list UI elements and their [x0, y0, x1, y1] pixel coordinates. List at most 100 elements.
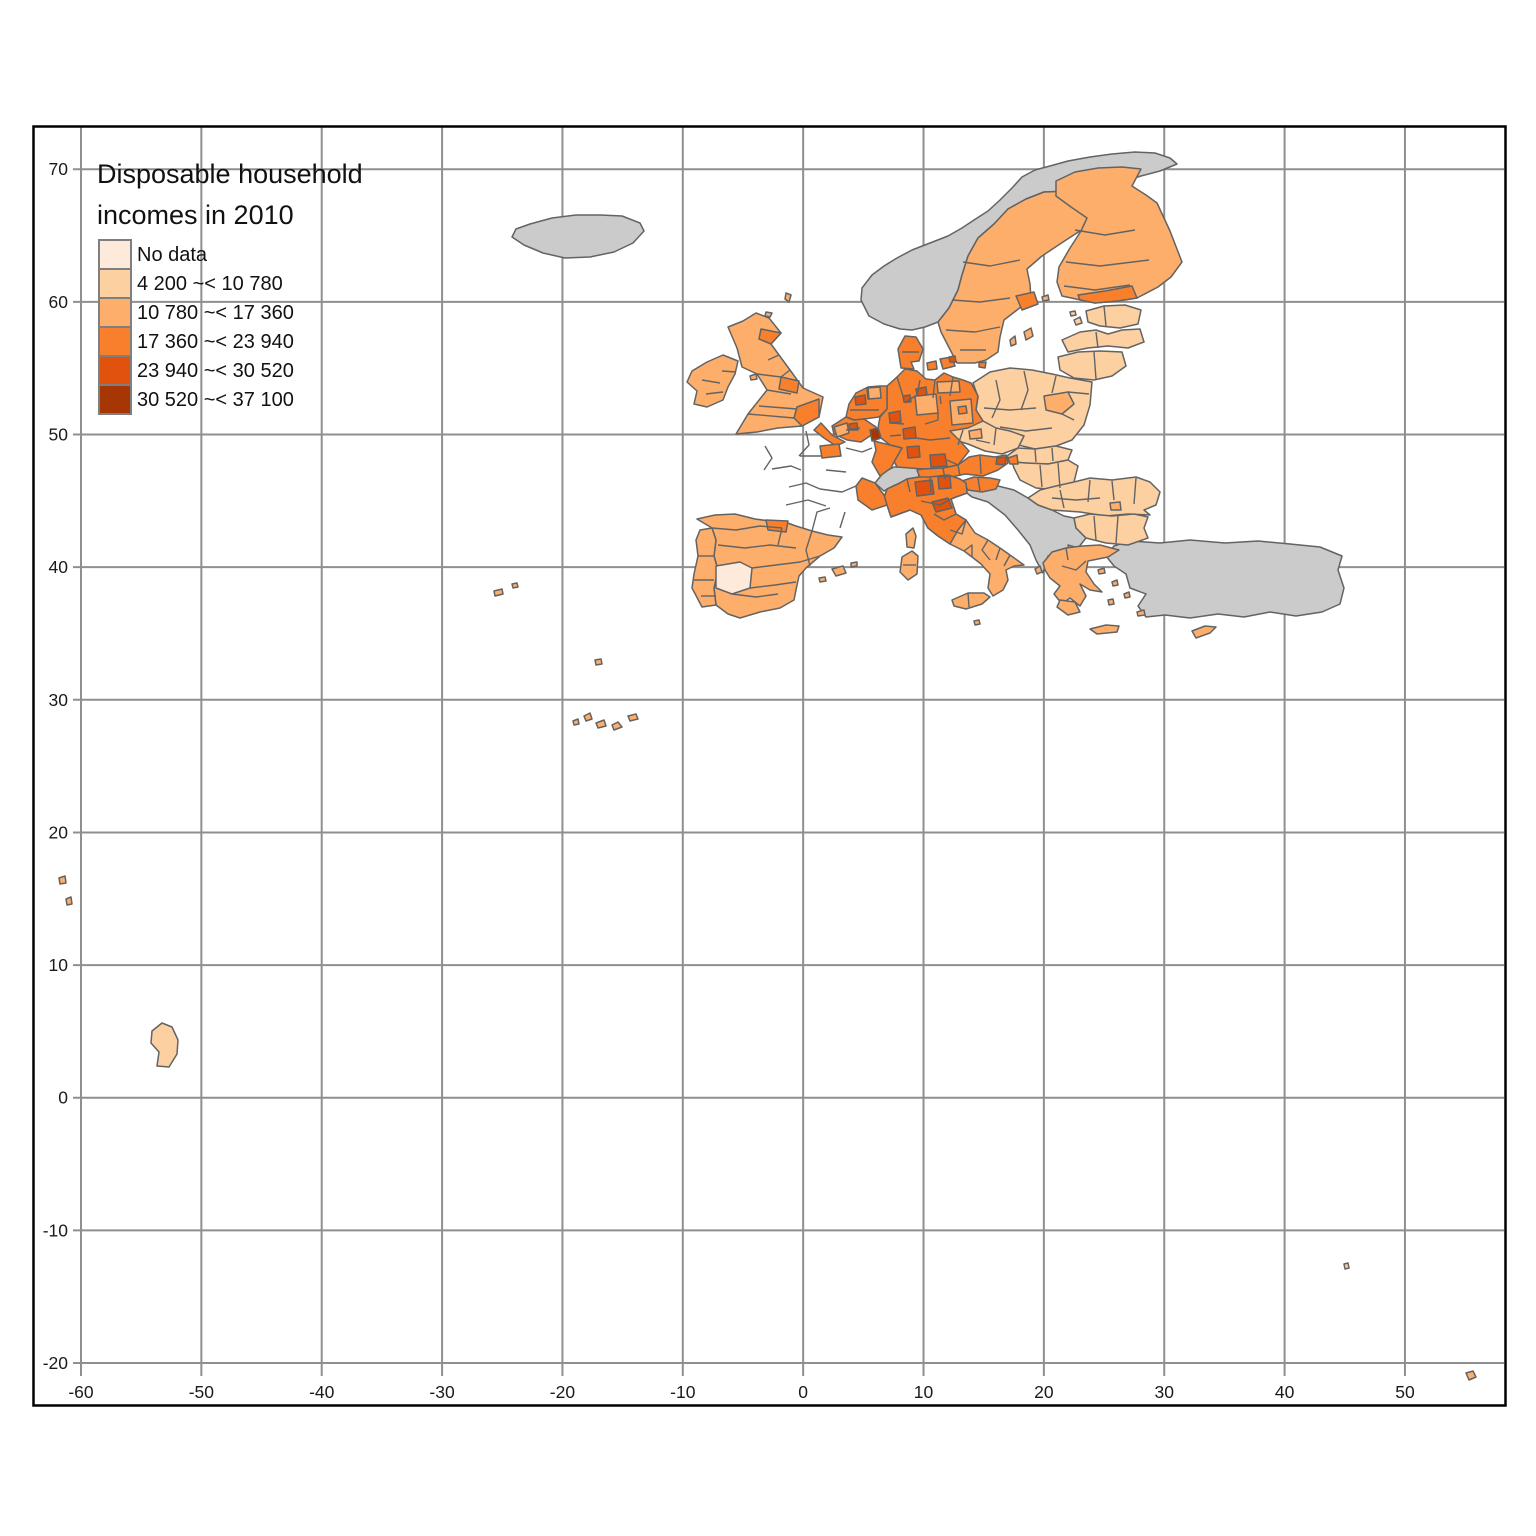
inner-border-24 [904, 395, 916, 404]
region-hungary [1011, 459, 1079, 491]
inner-border-8 [705, 391, 724, 395]
inner-border-33 [717, 544, 797, 549]
region-austria [916, 454, 1009, 482]
inner-border-15 [798, 430, 810, 457]
region-turkey [1105, 539, 1345, 619]
region-aegean-islands [1034, 565, 1146, 617]
x-axis-label-30: 30 [1155, 1382, 1175, 1402]
inner-border-55 [1020, 370, 1029, 411]
inner-border-4 [756, 373, 782, 378]
inner-border-62 [993, 427, 997, 446]
inner-border-39 [799, 555, 821, 563]
inner-border-44 [929, 476, 932, 494]
inner-border-47 [949, 519, 967, 535]
region-north-italy [883, 474, 968, 545]
inner-border-79 [1065, 259, 1150, 267]
region-prague-region [968, 428, 983, 440]
inner-border-76 [945, 326, 1001, 333]
inner-border-23 [949, 376, 954, 397]
inner-border-38 [805, 530, 813, 567]
y-axis-label-10: 10 [49, 955, 69, 975]
inner-border-19 [845, 447, 873, 453]
region-peloponnese [1056, 599, 1081, 616]
region-luxembourg [869, 427, 882, 442]
inner-border-25 [924, 413, 939, 425]
region-germany [877, 368, 984, 470]
region-gotland-oland [1009, 327, 1034, 347]
region-extremadura [715, 561, 753, 595]
legend-label-class5: 30 520 ~< 37 100 [137, 389, 294, 411]
y-axis-label-40: 40 [49, 557, 69, 577]
region-rhone-alpes [855, 477, 888, 511]
inner-border-82 [1095, 331, 1099, 349]
region-stuttgart [906, 445, 921, 459]
inner-border-45 [920, 498, 952, 506]
inner-border-73 [1115, 515, 1119, 544]
inner-border-57 [983, 407, 1037, 411]
inner-border-9 [763, 445, 773, 471]
region-friesland [866, 386, 882, 400]
inner-border-28 [889, 434, 902, 437]
legend-swatch-class3 [98, 326, 132, 357]
inner-border-80 [1063, 284, 1131, 291]
region-lithuania [1057, 350, 1127, 381]
legend-swatch-no-data [98, 239, 132, 270]
inner-border-1 [758, 405, 798, 410]
inner-border-5 [780, 369, 791, 378]
inner-border-18 [825, 469, 847, 473]
legend-swatch-class1 [98, 268, 132, 299]
inner-border-49 [981, 539, 991, 561]
inner-border-7 [701, 379, 721, 384]
y-axis-label-30: 30 [49, 690, 69, 710]
inner-border-81 [1103, 305, 1107, 327]
y-axis-label-60: 60 [49, 292, 69, 312]
y-axis-label--20: -20 [43, 1353, 69, 1373]
inner-border-3 [767, 354, 780, 361]
region-slovenia [961, 476, 1001, 493]
region-basque-region [765, 519, 789, 533]
region-azores [493, 582, 519, 597]
inner-border-86 [942, 467, 946, 480]
inner-border-85 [1061, 560, 1087, 571]
inner-border-64 [1051, 447, 1054, 462]
region-canary-islands [572, 712, 639, 731]
inner-border-31 [939, 395, 942, 405]
legend-swatch-class4 [98, 355, 132, 386]
x-axis-label--30: -30 [429, 1382, 455, 1402]
region-malta [973, 619, 981, 626]
y-axis-label-20: 20 [49, 822, 69, 842]
region-crete [1089, 624, 1120, 635]
inner-border-43 [906, 478, 911, 493]
x-axis-label-20: 20 [1034, 1382, 1054, 1402]
x-axis-label--20: -20 [550, 1382, 576, 1402]
region-madeira [594, 658, 603, 666]
inner-border-0 [766, 389, 792, 395]
region-romania [1027, 476, 1161, 517]
inner-border-90 [867, 386, 870, 400]
region-aland [1041, 294, 1050, 302]
inner-border-93 [977, 477, 981, 492]
legend-swatch-class5 [98, 384, 132, 415]
region-lombardia [914, 479, 935, 497]
inner-border-78 [1074, 229, 1136, 236]
inner-border-34 [751, 561, 801, 569]
region-iceland [511, 214, 645, 259]
region-martinique [65, 896, 73, 906]
inner-border-12 [785, 499, 827, 507]
region-yorkshire-region [778, 376, 800, 394]
inner-border-70 [1133, 477, 1137, 505]
legend-swatch-class2 [98, 297, 132, 328]
region-french-guiana [150, 1022, 179, 1068]
legend-label-class1: 4 200 ~< 10 780 [137, 273, 283, 295]
region-stockholm-region [1015, 291, 1039, 311]
inner-border-32 [711, 525, 783, 531]
inner-border-92 [845, 427, 861, 431]
inner-border-88 [979, 455, 982, 475]
inner-border-13 [811, 507, 831, 532]
inner-border-83 [1093, 351, 1097, 380]
inner-border-20 [896, 376, 904, 397]
map-title-line2: incomes in 2010 [97, 200, 294, 230]
inner-border-87 [957, 464, 961, 477]
region-copenhagen [948, 355, 957, 363]
